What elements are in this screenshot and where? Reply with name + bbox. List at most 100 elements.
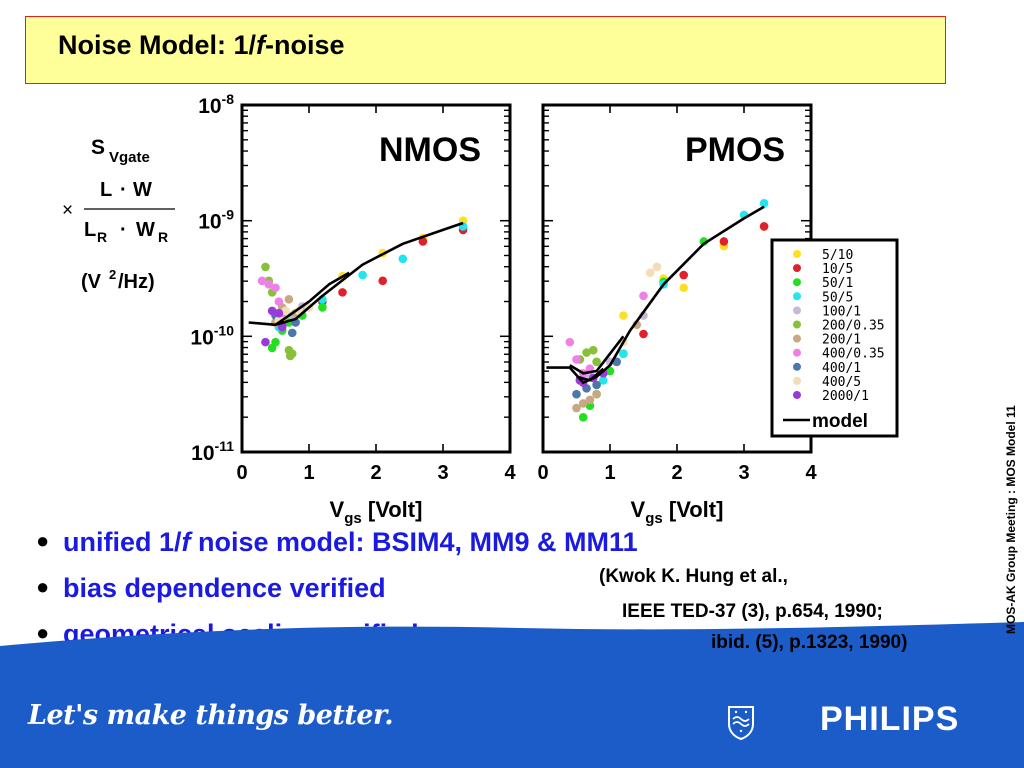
x-tick-label: 0 xyxy=(236,462,247,484)
title-box: Noise Model: 1/f-noise xyxy=(25,16,946,84)
data-point xyxy=(277,322,287,332)
data-point xyxy=(759,222,769,231)
x-tick-label: 3 xyxy=(437,462,448,484)
reference-line-2: IEEE TED-37 (3), p.654, 1990; xyxy=(622,601,883,622)
legend-label: 50/5 xyxy=(822,290,853,305)
formula-unit-sup: 2 xyxy=(109,267,116,282)
y-tick-label: 10-8 xyxy=(198,91,234,118)
y-tick-label: 10-10 xyxy=(190,322,234,349)
y-tick-base: 10 xyxy=(198,95,221,118)
plot-frame xyxy=(240,103,512,454)
data-point xyxy=(759,199,769,208)
data-point xyxy=(358,270,367,280)
reference-line-3: ibid. (5), p.1323, 1990) xyxy=(711,632,908,653)
legend-marker xyxy=(793,306,801,315)
data-point xyxy=(287,349,297,358)
legend-label: 5/10 xyxy=(822,248,853,263)
legend-marker xyxy=(793,391,801,399)
y-tick-base: 10 xyxy=(190,326,213,349)
x-tick-label: 4 xyxy=(805,462,817,484)
formula-unit-close: /Hz) xyxy=(118,271,155,293)
data-point xyxy=(592,389,601,399)
y-tick-base: 10 xyxy=(191,442,214,465)
data-point xyxy=(274,297,284,306)
data-point xyxy=(398,254,408,264)
formula-den-r1: R xyxy=(97,229,107,245)
data-point xyxy=(281,306,290,316)
x-tick-label: 4 xyxy=(504,462,516,484)
data-point xyxy=(592,380,601,390)
y-tick-label: 10-9 xyxy=(198,207,234,234)
data-point xyxy=(274,308,284,318)
x-tick-label: 1 xyxy=(604,462,615,484)
legend-marker xyxy=(793,278,801,287)
footer-band xyxy=(0,622,1024,768)
data-point xyxy=(719,237,729,246)
plot-frame xyxy=(541,103,813,454)
legend-marker xyxy=(793,348,801,357)
data-point xyxy=(619,349,628,358)
footer-brand: PHILIPS xyxy=(820,700,960,738)
chart-legend: 5/1010/550/150/5100/1200/0.35200/1400/0.… xyxy=(770,238,899,438)
x-axis-label-main: V xyxy=(631,497,646,522)
y-tick-exponent: -10 xyxy=(214,322,234,338)
formula-times: × xyxy=(62,200,73,221)
model-curve xyxy=(569,335,625,375)
y-tick-exponent: -9 xyxy=(222,207,235,223)
legend-model-label: model xyxy=(812,411,868,432)
reference-line-1: (Kwok K. Hung et al., xyxy=(599,566,788,587)
side-meeting-label: MOS-AK Group Meeting : MOS Model 11 xyxy=(1004,405,1018,634)
formula-unit-open: (V xyxy=(81,271,102,293)
footer-wave xyxy=(0,622,1024,768)
formula-vgate: Vgate xyxy=(109,149,150,166)
formula-num-l: L xyxy=(100,179,112,201)
y-tick-base: 10 xyxy=(198,211,221,234)
philips-shield-icon xyxy=(728,706,754,740)
model-curve xyxy=(274,271,350,326)
data-point xyxy=(679,283,688,293)
x-tick-label: 0 xyxy=(537,462,548,484)
legend-marker xyxy=(793,376,801,385)
data-point xyxy=(588,345,598,355)
bullet-text: bias dependence verified xyxy=(63,573,386,603)
data-point xyxy=(261,262,270,272)
chart-title: PMOS xyxy=(685,131,785,169)
x-axis-label-sub: gs xyxy=(344,510,362,527)
x-axis-label-sub: gs xyxy=(645,510,663,527)
data-point xyxy=(605,366,615,376)
legend-label: 2000/1 xyxy=(822,389,869,404)
data-point xyxy=(592,357,601,367)
x-tick-label: 2 xyxy=(370,462,381,484)
legend-label: 400/1 xyxy=(822,361,861,376)
data-point xyxy=(284,295,294,304)
formula-den-r2: R xyxy=(158,229,168,245)
legend-marker xyxy=(793,250,801,258)
formula-den-dot: · xyxy=(120,219,127,241)
y-tick-label: 10-11 xyxy=(191,438,234,465)
x-axis-label-main: V xyxy=(330,497,345,522)
model-curve xyxy=(546,205,765,384)
data-point xyxy=(338,288,347,297)
data-point xyxy=(645,268,655,278)
legend-label: 200/0.35 xyxy=(822,319,885,334)
legend-box xyxy=(770,238,899,438)
formula-den-l: L xyxy=(84,219,96,241)
data-point xyxy=(679,270,688,280)
data-point xyxy=(585,395,595,405)
legend-marker xyxy=(793,292,801,301)
data-point xyxy=(578,399,588,408)
footer-slogan: Let's make things better. xyxy=(28,700,394,731)
formula-num-w: W xyxy=(133,179,152,201)
data-point xyxy=(582,348,591,357)
legend-label: 10/5 xyxy=(822,262,853,277)
chart-title: NMOS xyxy=(379,131,481,169)
x-tick-label: 3 xyxy=(738,462,749,484)
y-axis-formula: S Vgate × L · W L R · W R (V 2 /Hz) xyxy=(62,136,175,293)
data-point xyxy=(565,337,575,347)
x-tick-label: 2 xyxy=(671,462,682,484)
data-point xyxy=(378,276,388,286)
model-curve xyxy=(576,367,605,382)
legend-marker xyxy=(793,334,801,343)
y-tick-exponent: -11 xyxy=(215,438,235,454)
